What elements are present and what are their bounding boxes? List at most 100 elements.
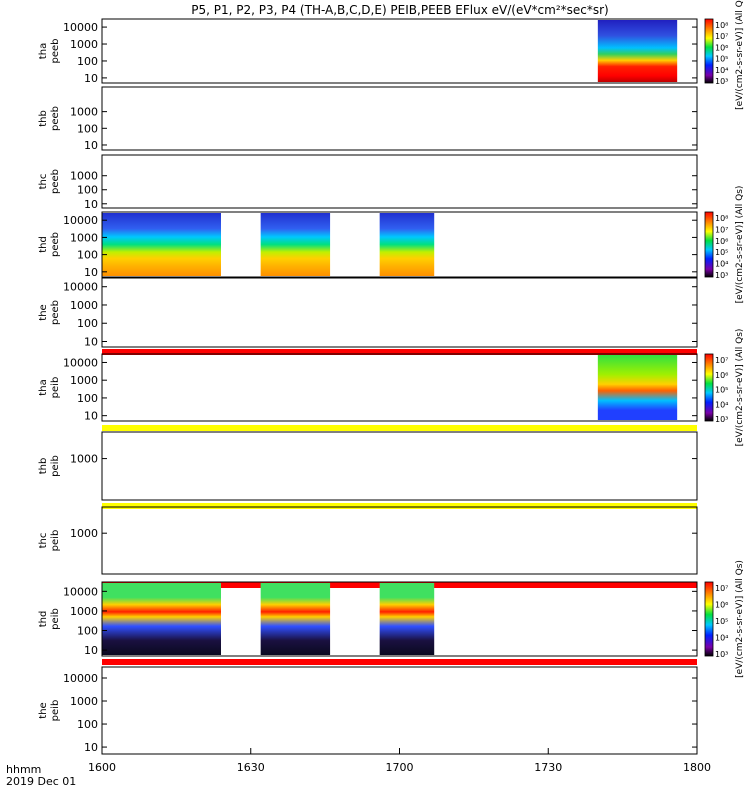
y-axis-label-probe: thd [38,236,49,253]
y-axis-label-probe: the [38,702,49,718]
y-tick-label: 10000 [63,585,98,598]
status-bar-yellow [102,503,697,509]
panel-frame [101,506,698,575]
colorbar-tick-label: 10³ [715,650,728,659]
panel-the-peeb: 10 100 1000 10000 the peeb [38,277,698,349]
colorbar [704,581,714,657]
y-tick-label: 100 [77,392,98,405]
colorbar-tick-label: 10⁷ [715,32,728,41]
spectrogram-block [379,583,435,655]
status-bar-red [102,349,697,355]
time-axis-label: hhmm [6,763,41,776]
spectrogram-block [379,213,435,276]
panel-frame [101,277,698,348]
panel-frame [101,353,698,422]
colorbar [704,353,714,422]
y-tick-label: 1000 [70,38,98,51]
status-bar-red [102,659,697,665]
y-tick-label: 10 [84,266,98,279]
spectrogram-block [597,355,678,420]
y-tick-label: 10000 [63,21,98,34]
colorbar-tick-label: 10³ [715,271,728,280]
x-tick-label: 1700 [386,761,414,774]
y-tick-label: 100 [77,317,98,330]
y-axis-label-product: peib [50,455,61,477]
y-tick-label: 10 [84,741,98,754]
y-tick-label: 1000 [70,231,98,244]
spectrogram-block [102,583,221,655]
colorbar [704,18,714,84]
colorbar-tick-label: 10⁶ [715,601,728,610]
y-tick-label: 10000 [63,356,98,369]
colorbar-tick-label: 10³ [715,77,728,86]
colorbar-tick-label: 10⁷ [715,356,728,365]
colorbar-tick-label: 10⁶ [715,43,728,52]
spectrogram-block [597,20,678,82]
x-tick-label: 1600 [88,761,116,774]
y-tick-label: 1000 [70,695,98,708]
panel-frame [101,86,698,151]
colorbar [704,211,714,278]
colorbar-tick-label: 10⁶ [715,371,728,380]
y-tick-label: 1000 [70,170,98,183]
colorbar-tick-label: 10⁷ [715,225,728,234]
y-tick-label: 1000 [70,453,98,466]
x-tick-label: 1730 [534,761,562,774]
y-axis-label-probe: tha [38,379,49,395]
y-tick-label: 100 [77,718,98,731]
y-tick-label: 100 [77,184,98,197]
panel-tha-peeb: 10 100 1000 10000 tha peeb 10³ 10⁴ 10⁵ 10⁶ 10⁷ 10⁸ [… [38,0,745,110]
y-tick-label: 1000 [70,299,98,312]
panel-frame [101,211,698,278]
y-axis-label-product: peeb [50,300,61,325]
figure-title: P5, P1, P2, P3, P4 (TH-A,B,C,D,E) PEIB,P… [191,3,608,17]
spectrogram-block [260,213,331,276]
colorbar-tick-label: 10⁴ [715,400,728,409]
colorbar-tick-label: 10⁴ [715,634,728,643]
y-tick-label: 1000 [70,374,98,387]
y-tick-label: 100 [77,122,98,135]
colorbar-label: [eV/(cm2-s-sr-eV)] (All Qs) [735,329,745,447]
colorbar-tick-label: 10⁵ [715,617,728,626]
colorbar-tick-label: 10⁴ [715,260,728,269]
colorbar-tick-label: 10⁷ [715,584,728,593]
colorbar-tick-label: 10³ [715,415,728,424]
y-axis-label-probe: tha [38,43,49,59]
colorbar-label: [eV/(cm2-s-sr-eV)] (All Qs) [735,560,745,678]
y-axis-label-product: peib [50,700,61,722]
panel-frame [101,154,698,209]
y-axis-label-product: peib [50,377,61,399]
panel-frame [101,18,698,84]
y-axis-label-probe: thb [38,110,49,127]
y-axis-label-probe: the [38,304,49,320]
y-tick-label: 10 [84,410,98,423]
y-axis-label-probe: thd [38,611,49,628]
y-axis-label-product: peeb [50,169,61,194]
y-tick-label: 100 [77,55,98,68]
panel-frame [101,666,698,755]
colorbar-tick-label: 10⁵ [715,386,728,395]
y-tick-label: 1000 [70,106,98,119]
y-tick-label: 10 [84,198,98,211]
colorbar-tick-label: 10⁴ [715,66,728,75]
x-tick-label: 1630 [237,761,265,774]
colorbar-tick-label: 10⁶ [715,237,728,246]
y-axis-label-product: peib [50,530,61,552]
time-axis: 1600 1630 1700 1730 1800 [88,748,711,774]
colorbar-tick-label: 10⁵ [715,55,728,64]
y-tick-label: 10 [84,336,98,349]
y-axis-label-product: peeb [50,232,61,257]
y-tick-label: 1000 [70,527,98,540]
colorbar-label: [eV/(cm2-s-sr-eV)] (All Qs) [735,0,745,110]
panel-frame [101,431,698,501]
y-axis-label-probe: thb [38,458,49,475]
y-tick-label: 10000 [63,672,98,685]
y-tick-label: 100 [77,249,98,262]
y-axis-label-probe: thc [38,533,49,549]
y-tick-label: 10000 [63,214,98,227]
colorbar-tick-label: 10⁵ [715,248,728,257]
